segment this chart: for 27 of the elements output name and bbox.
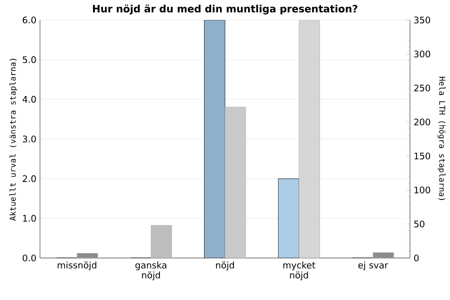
y2-tick-label: 300	[414, 50, 430, 58]
bar	[150, 225, 172, 258]
y-axis-title: Aktuellt urval (vänstra staplarna)	[10, 58, 18, 221]
chart-title: Hur nöjd är du med din muntliga presentation?	[93, 4, 358, 14]
y2-tick-label: 50	[414, 220, 424, 228]
x-tick-label: nöjd	[216, 262, 234, 270]
y2-tick-label: 200	[414, 118, 430, 126]
y2-tick-label: 250	[414, 84, 430, 92]
x-tick-label: mycket nöjd	[283, 262, 316, 280]
y-tick-label: 4.0	[22, 96, 36, 103]
bar	[76, 253, 98, 258]
bar	[372, 252, 394, 258]
y2-axis-title: Hela LTH (högra staplarna)	[438, 76, 446, 200]
y-tick-label: 5.0	[22, 56, 36, 64]
bar	[298, 20, 320, 258]
y2-tick-label: 100	[414, 186, 430, 194]
y-tick-label: 6.0	[22, 16, 36, 24]
x-tick-label: ej svar	[358, 262, 388, 270]
y2-tick-label: 150	[414, 152, 430, 160]
x-tick-label: ganska nöjd	[135, 262, 166, 280]
y2-tick-label: 350	[414, 16, 430, 24]
y-tick-label: 3.0	[22, 136, 36, 142]
x-tick-label: missnöjd	[58, 262, 96, 270]
y-tick-label: 0.0	[22, 254, 36, 262]
y2-tick-label: 0	[414, 254, 419, 262]
y-tick-label: 1.0	[23, 214, 36, 222]
y-tick-label: 2.0	[22, 175, 36, 182]
